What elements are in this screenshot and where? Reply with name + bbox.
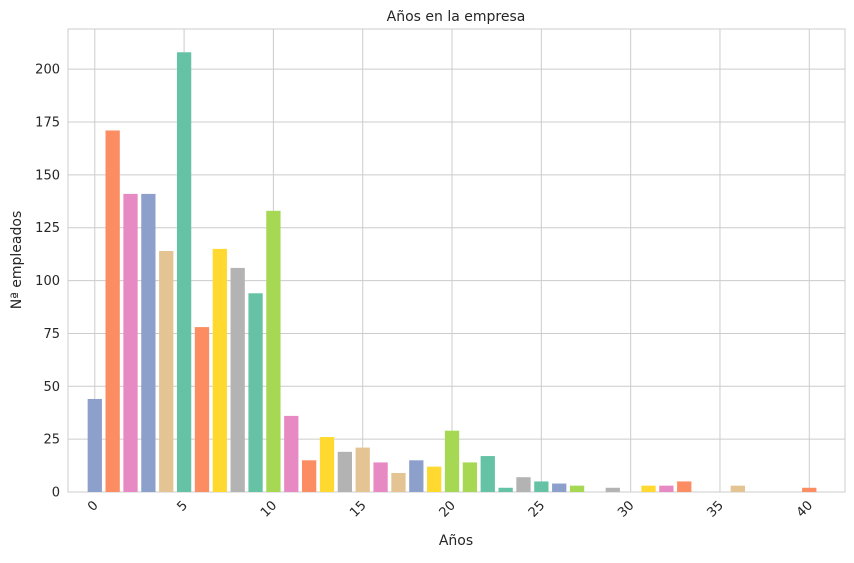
- bar-year-32: [659, 485, 674, 492]
- bar-year-8: [230, 267, 245, 492]
- x-tick-label: 40: [794, 498, 816, 520]
- bar-year-7: [212, 248, 227, 492]
- y-tick-label: 200: [35, 63, 60, 78]
- y-tick-label: 50: [43, 380, 60, 395]
- x-axis-label: Años: [439, 533, 473, 549]
- x-tick-label: 15: [347, 498, 369, 520]
- bar-year-31: [641, 485, 656, 492]
- bar-year-13: [319, 437, 335, 492]
- bar-year-12: [301, 460, 317, 492]
- bar-year-20: [444, 430, 460, 492]
- x-tick-label: 25: [526, 498, 548, 520]
- bar-year-16: [373, 462, 388, 492]
- bar-year-5: [176, 52, 192, 492]
- bar-year-26: [552, 483, 567, 492]
- bar-year-0: [87, 398, 102, 492]
- x-tick-label: 0: [85, 498, 101, 514]
- y-tick-label: 175: [35, 116, 60, 131]
- bar-year-18: [409, 460, 424, 492]
- bar-year-22: [480, 456, 495, 492]
- bar-year-6: [194, 327, 210, 492]
- bar-year-3: [141, 193, 156, 492]
- bar-year-17: [391, 472, 406, 492]
- y-tick-label: 0: [52, 486, 60, 501]
- x-tick-label: 10: [258, 498, 280, 520]
- bar-year-1: [105, 130, 120, 493]
- bar-year-27: [569, 485, 585, 492]
- bar-year-25: [534, 481, 549, 492]
- bar-year-11: [284, 415, 299, 492]
- y-tick-label: 125: [35, 221, 60, 236]
- y-tick-label: 100: [35, 274, 60, 289]
- bar-year-24: [516, 477, 531, 492]
- bar-year-33: [677, 481, 692, 492]
- bar-year-15: [355, 447, 370, 492]
- bar-year-14: [337, 451, 353, 492]
- y-tick-label: 25: [43, 433, 60, 448]
- bar-year-36: [730, 485, 745, 492]
- bar-year-21: [462, 462, 478, 492]
- y-axis-label: Nª empleados: [9, 211, 25, 310]
- x-tick-label: 20: [437, 498, 459, 520]
- bar-year-19: [427, 466, 442, 492]
- y-tick-label: 75: [43, 327, 60, 342]
- x-tick-label: 30: [615, 498, 637, 520]
- bar-year-4: [159, 250, 174, 492]
- y-tick-label: 150: [35, 168, 60, 183]
- x-tick-label: 35: [704, 498, 726, 520]
- bar-year-40: [802, 487, 817, 492]
- bars: [87, 52, 817, 493]
- bar-year-10: [266, 210, 281, 492]
- bar-year-2: [123, 193, 138, 492]
- bar-year-23: [498, 487, 513, 492]
- bar-year-29: [605, 487, 620, 492]
- grid-lines: [68, 29, 845, 493]
- chart-title: Años en la empresa: [387, 9, 526, 25]
- bar-year-9: [248, 293, 263, 492]
- x-tick-label: 5: [174, 498, 190, 514]
